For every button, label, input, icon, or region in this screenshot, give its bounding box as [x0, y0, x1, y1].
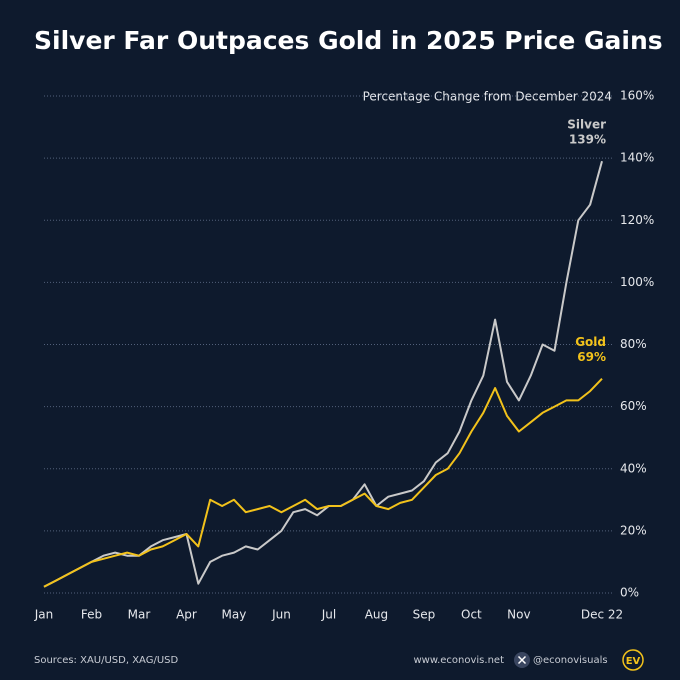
- x-icon-glyph: [517, 655, 527, 665]
- value-label: 69%: [577, 350, 606, 364]
- logo-ring: [622, 649, 644, 671]
- x-tick-label: Aug: [365, 608, 388, 622]
- x-tick-label: Jul: [321, 608, 336, 622]
- x-tick-label: Apr: [176, 608, 197, 622]
- y-tick-label: 60%: [620, 399, 647, 413]
- x-tick-label: Mar: [128, 608, 151, 622]
- x-tick-label: Jun: [271, 608, 291, 622]
- source: Sources: XAU/USD, XAG/USD: [34, 655, 179, 666]
- value-label: 139%: [569, 133, 606, 147]
- x-tick-label: Jan: [34, 608, 54, 622]
- x-tick-label: Dec 22: [581, 608, 623, 622]
- y-tick-label: 140%: [620, 151, 654, 165]
- x-tick-label: Nov: [507, 608, 530, 622]
- y-tick-label: 100%: [620, 275, 654, 289]
- handle: @econovisuals: [533, 655, 608, 666]
- x-tick-label: Oct: [461, 608, 482, 622]
- x-tick-label: Sep: [413, 608, 436, 622]
- y-tick-label: 120%: [620, 213, 654, 227]
- y-tick-label: 160%: [620, 89, 654, 103]
- website: www.econovis.net: [413, 655, 504, 666]
- y-tick-label: 20%: [620, 523, 647, 537]
- x-tick-label: Feb: [81, 608, 102, 622]
- series-label: Silver: [567, 118, 606, 132]
- x-tick-label: May: [222, 608, 247, 622]
- y-tick-label: 80%: [620, 337, 647, 351]
- y-tick-label: 40%: [620, 461, 647, 475]
- series-label: Gold: [575, 335, 606, 349]
- logo: EV: [626, 656, 641, 667]
- series-line: [43, 378, 603, 588]
- chart-title: Silver Far Outpaces Gold in 2025 Price G…: [34, 26, 663, 55]
- y-tick-label: 0%: [620, 586, 639, 600]
- y-axis-title: Percentage Change from December 2024: [363, 90, 612, 104]
